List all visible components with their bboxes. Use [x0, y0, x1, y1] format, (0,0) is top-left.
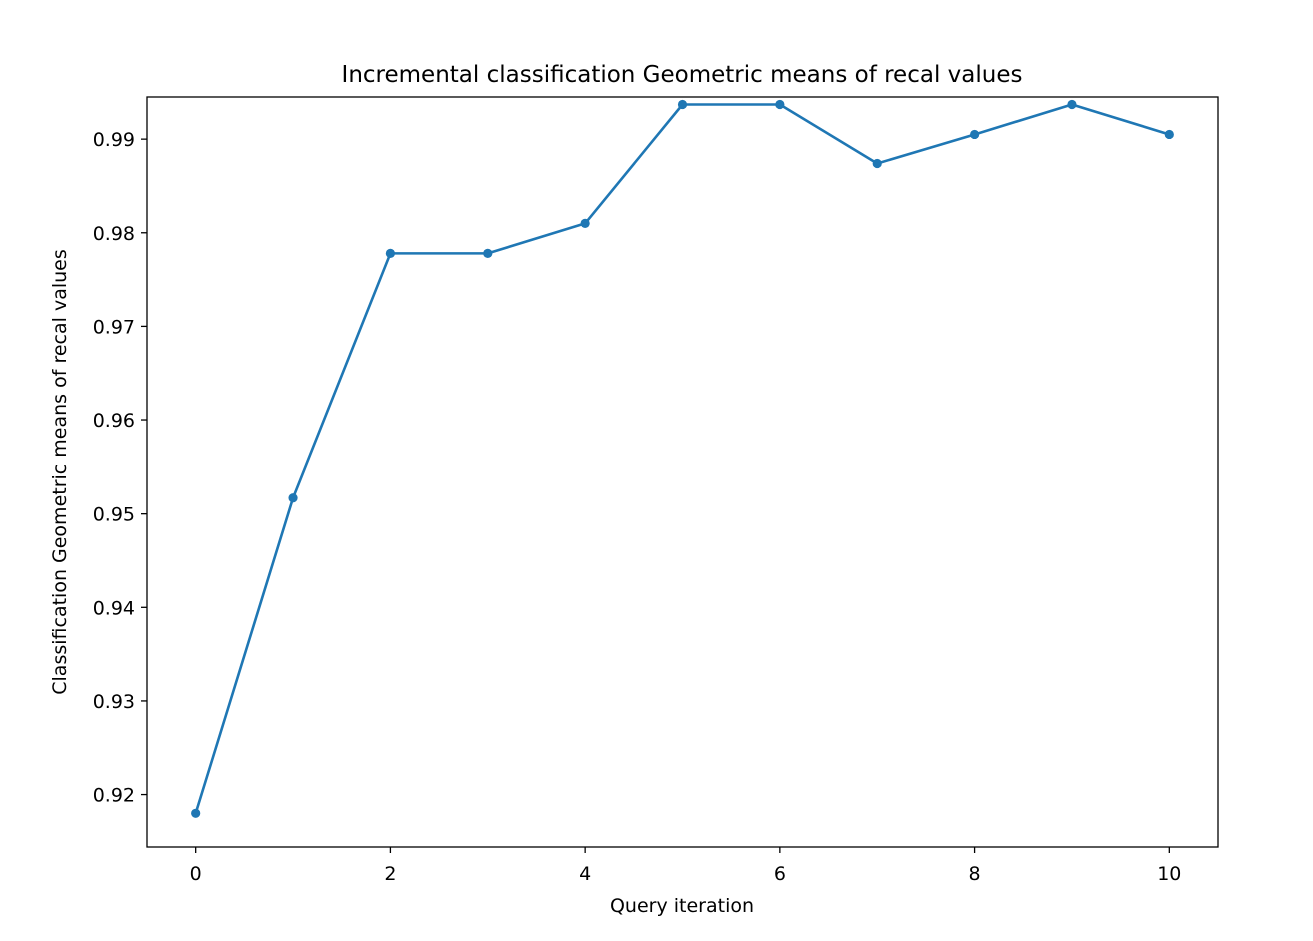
y-tick-label: 0.98: [93, 223, 135, 245]
data-point: [580, 218, 590, 229]
data-point: [483, 248, 493, 258]
y-tick-label: 0.97: [93, 316, 135, 338]
x-axis-label: Query iteration: [610, 895, 754, 917]
chart-title: Incremental classification Geometric mea…: [342, 62, 1023, 88]
x-tick-label: 2: [384, 863, 396, 885]
plot-area: 0 2 4 6 8 10 0.92 0.93 0.94 0.95 0.96 0.97 0.98 0.99: [93, 96, 1219, 885]
data-point: [385, 248, 396, 258]
x-tick-label: 6: [774, 863, 786, 885]
data-point: [677, 99, 688, 110]
y-tick-label: 0.92: [93, 785, 135, 807]
y-axis-label: Classification Geometric means of recal …: [49, 249, 71, 694]
x-tick-label: 4: [579, 863, 591, 885]
y-tick-label: 0.96: [93, 410, 135, 432]
data-point: [775, 99, 785, 110]
x-tick-label: 10: [1157, 863, 1181, 885]
data-point: [872, 158, 882, 169]
data-point: [288, 493, 298, 503]
data-point: [1067, 99, 1077, 110]
y-tick-label: 0.95: [93, 504, 135, 526]
x-tick-label: 0: [190, 863, 202, 885]
y-tick-label: 0.93: [93, 691, 135, 713]
plot-frame: [146, 96, 1219, 848]
data-point: [1164, 129, 1174, 140]
y-tick-label: 0.99: [93, 129, 135, 151]
data-point: [969, 129, 980, 140]
x-tick-label: 8: [969, 863, 981, 885]
y-tick-label: 0.94: [93, 597, 135, 619]
data-point: [191, 808, 201, 818]
